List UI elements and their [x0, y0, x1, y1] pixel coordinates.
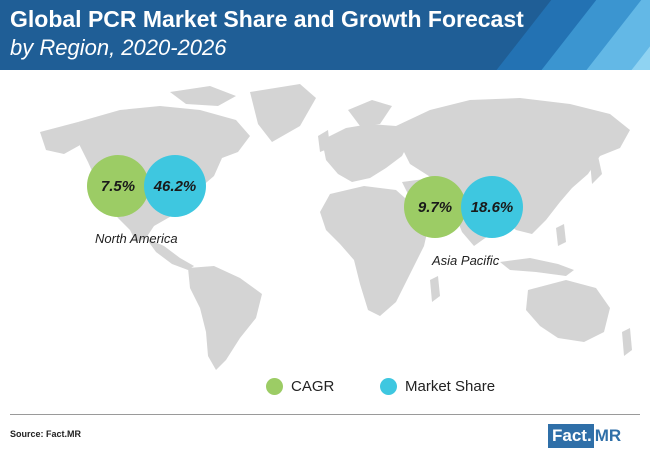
- map-uk: [318, 130, 330, 152]
- map-south-america: [188, 266, 262, 370]
- north-america-share-bubble: 46.2%: [144, 155, 206, 217]
- map-new-zealand: [622, 328, 632, 356]
- asia-pacific-label: Asia Pacific: [432, 253, 500, 268]
- page-title: Global PCR Market Share and Growth Forec…: [10, 6, 524, 32]
- map-australia: [526, 280, 610, 342]
- asia-pacific-cagr-bubble: 9.7%: [404, 176, 466, 238]
- map-africa: [320, 186, 430, 316]
- logo-tail: MR: [594, 426, 622, 445]
- map-alaska: [40, 122, 82, 154]
- world-map: [40, 84, 632, 370]
- asia-pacific-cagr-value: 9.7%: [417, 198, 453, 216]
- north-america-cagr-value: 7.5%: [100, 177, 136, 195]
- title-banner: Global PCR Market Share and Growth Forec…: [0, 0, 650, 70]
- map-japan: [590, 156, 602, 184]
- legend-cagr: CAGR: [266, 378, 334, 395]
- legend-cagr-swatch: [266, 378, 283, 395]
- asia-pacific-share-bubble: 18.6%: [461, 176, 523, 238]
- map-arctic-islands: [170, 86, 236, 106]
- page-subtitle: by Region, 2020-2026: [10, 35, 227, 60]
- footer-divider: [10, 414, 640, 415]
- logo-main: Fact.: [548, 424, 594, 448]
- legend-cagr-label: CAGR: [291, 378, 335, 395]
- map-madagascar: [430, 276, 440, 302]
- map-greenland: [250, 84, 316, 142]
- legend-share-swatch: [380, 378, 397, 395]
- map-philippines: [556, 224, 566, 246]
- legend-share-label: Market Share: [405, 378, 496, 395]
- map-indonesia: [500, 258, 574, 276]
- source-note: Source: Fact.MR: [10, 429, 82, 439]
- map-scandinavia: [348, 100, 392, 126]
- map-europe: [322, 124, 410, 182]
- factmr-logo: Fact. MR: [548, 424, 640, 448]
- north-america-label: North America: [95, 231, 178, 246]
- asia-pacific-share-value: 18.6%: [470, 198, 514, 216]
- north-america-cagr-bubble: 7.5%: [87, 155, 149, 217]
- legend-market-share: Market Share: [380, 378, 495, 395]
- map-central-america: [146, 238, 194, 270]
- north-america-share-value: 46.2%: [153, 177, 197, 195]
